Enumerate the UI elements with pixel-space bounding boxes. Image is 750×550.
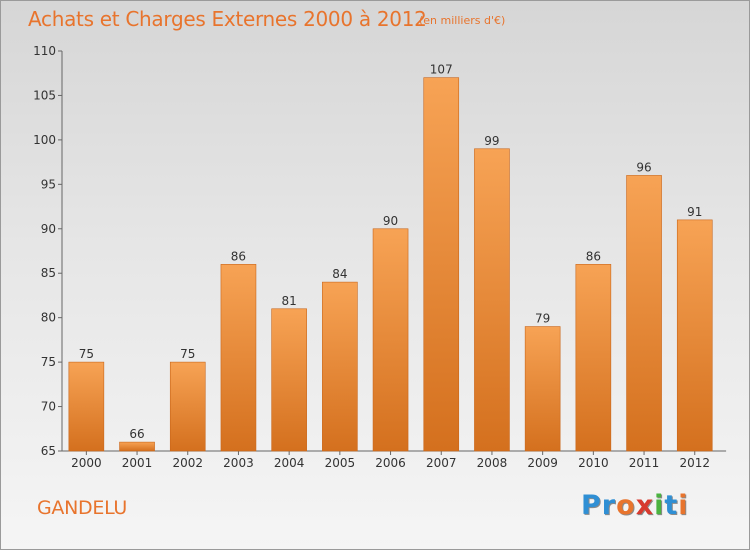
logo-letter: o (616, 490, 636, 521)
x-tick-label: 2011 (629, 456, 660, 470)
data-label: 86 (586, 249, 601, 263)
logo-letter: i (678, 490, 689, 521)
bar (626, 175, 662, 452)
logo-letter: x (635, 490, 655, 521)
x-tick-label: 2000 (71, 456, 102, 470)
data-label: 99 (484, 134, 499, 148)
logo-letter: P (581, 490, 602, 521)
logo-letter: t (664, 490, 679, 521)
bar (575, 264, 612, 452)
x-tick-label: 2009 (527, 456, 558, 470)
x-tick-label: 2001 (122, 456, 153, 470)
x-tick-label: 2012 (679, 456, 710, 470)
y-tick-label: 75 (41, 355, 56, 369)
data-label: 79 (535, 312, 550, 326)
data-label: 96 (636, 160, 651, 174)
x-tick-label: 2007 (426, 456, 457, 470)
x-tick-label: 2002 (172, 456, 203, 470)
x-tick-label: 2004 (274, 456, 305, 470)
proxiti-logo: Proxiti (581, 490, 689, 521)
data-label: 86 (231, 249, 246, 263)
x-tick-label: 2003 (223, 456, 254, 470)
data-label: 107 (430, 63, 453, 77)
x-tick-label: 2010 (578, 456, 609, 470)
axes: 65 70 75 80 85 90 95 100 105 110 2000 2001 2002 2003 2… (33, 44, 727, 470)
bar (322, 281, 358, 452)
y-tick-label: 90 (41, 222, 56, 236)
bar (524, 326, 561, 452)
data-label: 75 (79, 347, 94, 361)
y-tick-label: 80 (41, 311, 56, 325)
bar (372, 228, 409, 452)
data-label: 81 (282, 294, 297, 308)
bar (68, 361, 105, 452)
logo-letter: i (654, 490, 665, 521)
logo-letter: r (601, 490, 617, 521)
bar (676, 219, 713, 452)
bar (220, 264, 257, 452)
chart-subtitle: (en milliers d'€) (419, 14, 506, 27)
data-label: 91 (687, 205, 702, 219)
data-labels: 75 66 75 86 81 84 90 107 99 79 86 96 91 (79, 63, 703, 441)
bars (68, 77, 713, 452)
data-label: 90 (383, 214, 398, 228)
y-tick-label: 100 (33, 133, 56, 147)
data-label: 75 (180, 347, 195, 361)
y-tick-label: 105 (33, 88, 56, 102)
y-tick-label: 65 (41, 444, 56, 458)
bar (423, 77, 460, 452)
data-label: 84 (332, 267, 347, 281)
y-tick-label: 110 (33, 44, 56, 58)
commune-name: GANDELU (37, 497, 128, 519)
y-tick-label: 85 (41, 266, 56, 280)
data-label: 66 (129, 427, 144, 441)
bar (169, 361, 206, 452)
x-tick-label: 2005 (325, 456, 356, 470)
bar (474, 148, 510, 452)
y-tick-label: 70 (41, 400, 56, 414)
x-tick-label: 2008 (477, 456, 508, 470)
bar (271, 308, 307, 452)
bar (119, 441, 155, 452)
x-tick-label: 2006 (375, 456, 406, 470)
chart-title: Achats et Charges Externes 2000 à 2012 (28, 7, 427, 31)
y-tick-label: 95 (41, 177, 56, 191)
